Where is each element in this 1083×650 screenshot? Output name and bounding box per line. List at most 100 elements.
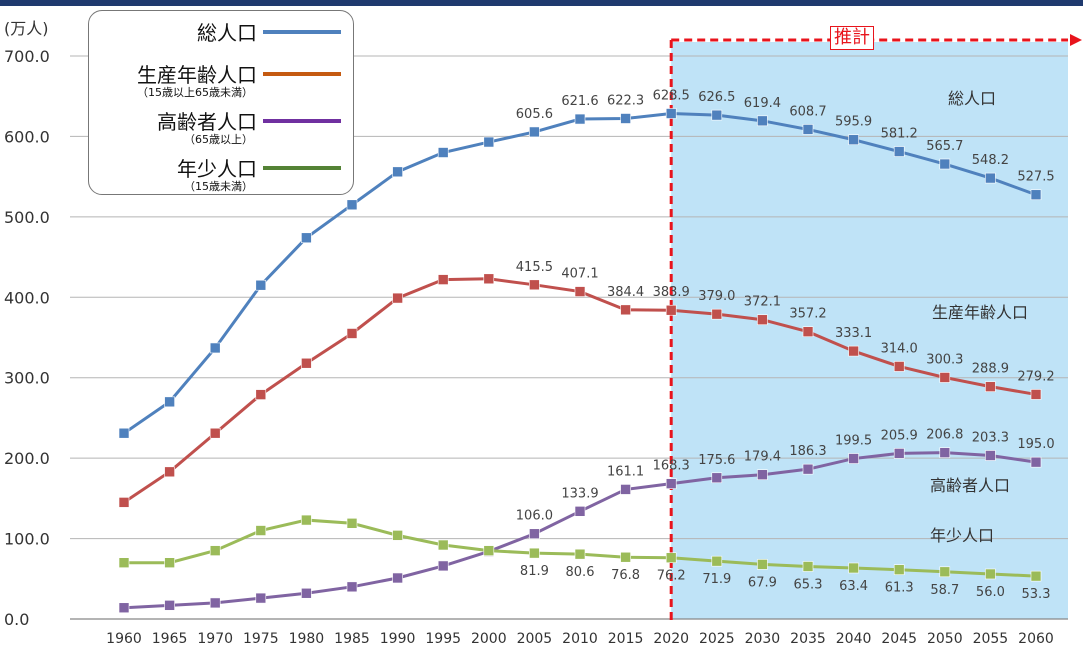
data-label: 383.9	[653, 285, 690, 300]
data-point	[301, 587, 312, 599]
data-label: 67.9	[748, 575, 777, 590]
projection-label: 推計	[830, 26, 874, 50]
data-point	[574, 548, 586, 560]
legend: 総人口 生産年齢人口 （15歳以上65歳未満） 高齢者人口 （65歳以上） 年少…	[88, 10, 354, 195]
legend-swatch	[263, 29, 341, 34]
x-tick-label: 2040	[836, 631, 872, 647]
data-point	[711, 472, 723, 484]
y-axis-label: (万人)	[4, 19, 49, 38]
data-label: 279.2	[1017, 369, 1054, 384]
data-point	[483, 273, 495, 285]
data-point	[939, 158, 951, 170]
y-tick-label: 200.0	[4, 449, 50, 468]
x-tick-label: 2025	[699, 631, 735, 647]
data-point	[118, 602, 130, 614]
legend-label: 年少人口	[177, 157, 257, 181]
data-label: 53.3	[1022, 587, 1051, 602]
x-tick-label: 2030	[745, 631, 781, 647]
data-label: 161.1	[607, 464, 644, 479]
data-label: 619.4	[744, 96, 781, 111]
data-point	[164, 600, 175, 611]
data-label: 333.1	[835, 326, 872, 341]
data-point	[437, 539, 449, 551]
data-label: 168.3	[653, 459, 690, 474]
data-label: 415.5	[516, 260, 553, 275]
data-point	[665, 304, 677, 316]
data-point	[802, 326, 814, 338]
data-point	[529, 547, 540, 559]
data-point	[301, 514, 312, 526]
legend-item-youth: 年少人口	[177, 153, 341, 182]
data-label: 80.6	[566, 565, 595, 580]
series-label: 生産年齢人口	[932, 303, 1028, 322]
legend-item-total: 総人口	[197, 17, 341, 46]
data-point	[848, 562, 859, 574]
data-label: 314.0	[881, 341, 918, 356]
data-point	[1030, 570, 1042, 582]
data-point	[1030, 456, 1042, 468]
x-tick-label: 2020	[653, 631, 689, 647]
data-label: 548.2	[972, 153, 1009, 168]
legend-label: 生産年齢人口	[137, 63, 257, 87]
data-point	[209, 597, 221, 609]
x-tick-label: 2050	[927, 631, 963, 647]
legend-sublabel: （15歳以上65歳未満）	[137, 86, 253, 99]
data-point	[118, 427, 130, 439]
x-tick-label: 1990	[380, 631, 416, 647]
legend-swatch	[263, 71, 341, 76]
data-point	[529, 126, 540, 138]
x-tick-label: 2010	[562, 631, 598, 647]
data-label: 384.4	[607, 285, 644, 300]
data-point	[209, 427, 221, 439]
data-point	[346, 199, 358, 211]
data-label: 581.2	[881, 127, 918, 142]
y-tick-label: 700.0	[4, 47, 50, 66]
data-label: 605.6	[516, 107, 553, 122]
legend-swatch	[263, 118, 341, 123]
data-point	[392, 292, 403, 304]
data-point	[939, 447, 951, 458]
data-point	[209, 342, 221, 354]
data-point	[620, 551, 631, 563]
data-point	[802, 561, 814, 572]
data-label: 206.8	[926, 428, 963, 443]
data-point	[665, 552, 677, 564]
data-point	[301, 232, 312, 244]
data-point	[529, 279, 540, 291]
data-point	[711, 109, 723, 121]
data-point	[346, 517, 358, 529]
data-point	[164, 396, 175, 408]
data-point	[346, 328, 358, 339]
data-label: 608.7	[789, 104, 826, 119]
data-point	[893, 146, 905, 157]
legend-swatch	[263, 165, 341, 170]
data-point	[848, 453, 859, 464]
x-tick-label: 2005	[517, 631, 553, 647]
data-point	[437, 147, 449, 158]
data-point	[164, 557, 175, 569]
data-point	[757, 314, 768, 326]
data-point	[620, 304, 631, 316]
data-point	[893, 448, 905, 459]
data-point	[483, 136, 495, 148]
data-label: 63.4	[839, 579, 868, 594]
data-point	[437, 560, 449, 572]
x-tick-label: 1995	[425, 631, 461, 647]
data-label: 203.3	[972, 430, 1009, 445]
y-tick-label: 300.0	[4, 369, 50, 388]
x-tick-label: 2045	[881, 631, 917, 647]
data-point	[620, 484, 631, 495]
data-label: 61.3	[885, 581, 914, 596]
data-label: 175.6	[698, 453, 735, 468]
data-label: 595.9	[835, 115, 872, 130]
data-point	[620, 113, 631, 124]
data-point	[985, 172, 996, 184]
series-label: 総人口	[948, 89, 996, 108]
data-label: 71.9	[702, 572, 731, 587]
data-point	[1030, 189, 1042, 201]
data-label: 357.2	[789, 307, 826, 322]
data-point	[392, 572, 403, 584]
y-tick-label: 400.0	[4, 288, 50, 307]
data-point	[893, 361, 905, 372]
data-point	[529, 528, 540, 540]
